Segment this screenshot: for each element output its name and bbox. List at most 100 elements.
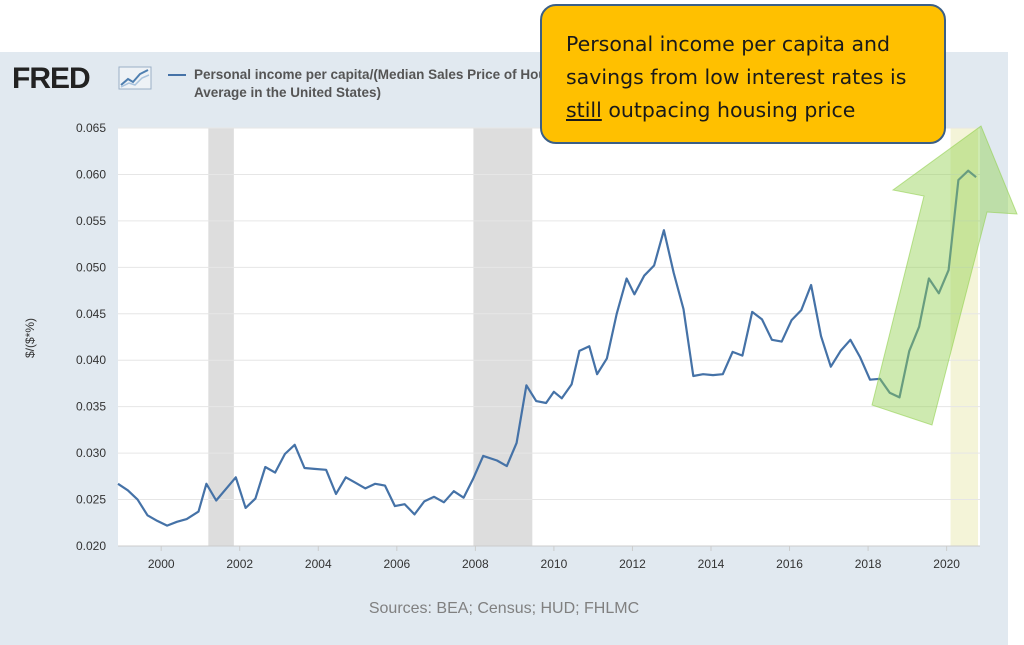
data-point[interactable] [642,274,646,278]
data-point[interactable] [422,499,426,503]
data-point[interactable] [544,401,548,405]
data-point[interactable] [324,468,328,472]
data-point[interactable] [809,283,813,287]
data-point[interactable] [691,374,695,378]
data-point[interactable] [711,373,715,377]
data-point[interactable] [293,443,297,447]
data-point[interactable] [799,308,803,312]
data-point[interactable] [253,497,257,501]
y-tick-label: 0.050 [76,260,106,274]
data-point[interactable] [312,467,316,471]
data-point[interactable] [760,317,764,321]
y-tick-label: 0.055 [76,214,106,228]
data-point[interactable] [780,340,784,344]
y-tick-label: 0.065 [76,121,106,135]
data-point[interactable] [858,355,862,359]
data-point[interactable] [505,464,509,468]
data-point[interactable] [263,465,267,469]
y-tick-label: 0.035 [76,400,106,414]
data-point[interactable] [452,489,456,493]
data-point[interactable] [363,486,367,490]
data-point[interactable] [848,338,852,342]
x-tick-label: 2016 [776,557,803,571]
data-point[interactable] [577,349,581,353]
data-point[interactable] [234,475,238,479]
series-line [117,169,977,527]
data-point[interactable] [432,495,436,499]
data-point[interactable] [721,372,725,376]
data-point[interactable] [244,506,248,510]
x-tick-label: 2012 [619,557,646,571]
data-point[interactable] [495,459,499,463]
data-point[interactable] [524,383,528,387]
data-point[interactable] [632,292,636,296]
data-point[interactable] [145,513,149,517]
data-point[interactable] [214,498,218,502]
data-point[interactable] [560,396,564,400]
fred-logo[interactable]: FRED [12,62,91,95]
data-point[interactable] [354,481,358,485]
data-point[interactable] [412,512,416,516]
y-tick-label: 0.045 [76,307,106,321]
data-point[interactable] [595,372,599,376]
x-tick-label: 2004 [305,557,332,571]
data-point[interactable] [552,390,556,394]
data-point[interactable] [750,310,754,314]
data-point[interactable] [615,312,619,316]
data-point[interactable] [373,482,377,486]
data-point[interactable] [226,485,230,489]
data-point[interactable] [197,510,201,514]
plot-area [118,128,980,546]
x-tick-label: 2000 [148,557,175,571]
x-tick-label: 2006 [383,557,410,571]
trend-chart-icon [118,66,152,90]
data-point[interactable] [383,484,387,488]
data-point[interactable] [442,500,446,504]
data-point[interactable] [155,519,159,523]
data-point[interactable] [605,356,609,360]
data-point[interactable] [462,496,466,500]
data-point[interactable] [303,466,307,470]
data-point[interactable] [587,344,591,348]
data-point[interactable] [175,520,179,524]
data-point[interactable] [283,452,287,456]
y-tick-label: 0.030 [76,446,106,460]
data-point[interactable] [789,318,793,322]
data-point[interactable] [672,271,676,275]
data-point[interactable] [126,488,130,492]
data-point[interactable] [868,378,872,382]
data-point[interactable] [770,338,774,342]
data-point[interactable] [393,504,397,508]
x-tick-label: 2008 [462,557,489,571]
y-axis-label: $/($*%) [23,318,37,358]
data-point[interactable] [570,382,574,386]
data-point[interactable] [481,454,485,458]
y-tick-label: 0.025 [76,493,106,507]
x-tick-label: 2020 [933,557,960,571]
data-point[interactable] [116,482,120,486]
data-point[interactable] [682,307,686,311]
data-point[interactable] [701,372,705,376]
data-point[interactable] [819,334,823,338]
data-point[interactable] [136,498,140,502]
data-point[interactable] [273,471,277,475]
data-point[interactable] [515,441,519,445]
data-point[interactable] [165,524,169,528]
data-point[interactable] [839,349,843,353]
annotation-line-3: still outpacing housing price [566,94,932,127]
data-point[interactable] [403,502,407,506]
data-point[interactable] [334,492,338,496]
y-tick-label: 0.040 [76,353,106,367]
data-point[interactable] [662,228,666,232]
data-point[interactable] [534,399,538,403]
data-point[interactable] [625,276,629,280]
data-point[interactable] [829,365,833,369]
data-point[interactable] [204,482,208,486]
data-point[interactable] [652,263,656,267]
data-point[interactable] [740,354,744,358]
data-point[interactable] [471,476,475,480]
data-point[interactable] [731,350,735,354]
data-point[interactable] [185,517,189,521]
legend-swatch [168,74,186,76]
data-point[interactable] [344,475,348,479]
